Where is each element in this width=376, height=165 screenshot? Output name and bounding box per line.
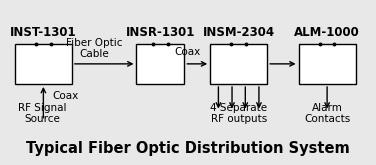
Text: Alarm
Contacts: Alarm Contacts bbox=[304, 103, 350, 124]
Text: RF Signal
Source: RF Signal Source bbox=[18, 103, 67, 124]
Text: Fiber Optic
Cable: Fiber Optic Cable bbox=[66, 38, 122, 59]
Bar bbox=[136, 44, 184, 84]
Text: INST-1301: INST-1301 bbox=[10, 26, 77, 39]
Text: Coax: Coax bbox=[174, 47, 200, 57]
Bar bbox=[210, 44, 267, 84]
Text: INSM-2304: INSM-2304 bbox=[203, 26, 275, 39]
Text: Typical Fiber Optic Distribution System: Typical Fiber Optic Distribution System bbox=[26, 141, 350, 156]
Text: ALM-1000: ALM-1000 bbox=[294, 26, 360, 39]
Bar bbox=[15, 44, 72, 84]
Text: 4 Separate
RF outputs: 4 Separate RF outputs bbox=[210, 103, 267, 124]
Bar bbox=[299, 44, 356, 84]
Text: Coax: Coax bbox=[53, 91, 79, 101]
Text: INSR-1301: INSR-1301 bbox=[126, 26, 195, 39]
